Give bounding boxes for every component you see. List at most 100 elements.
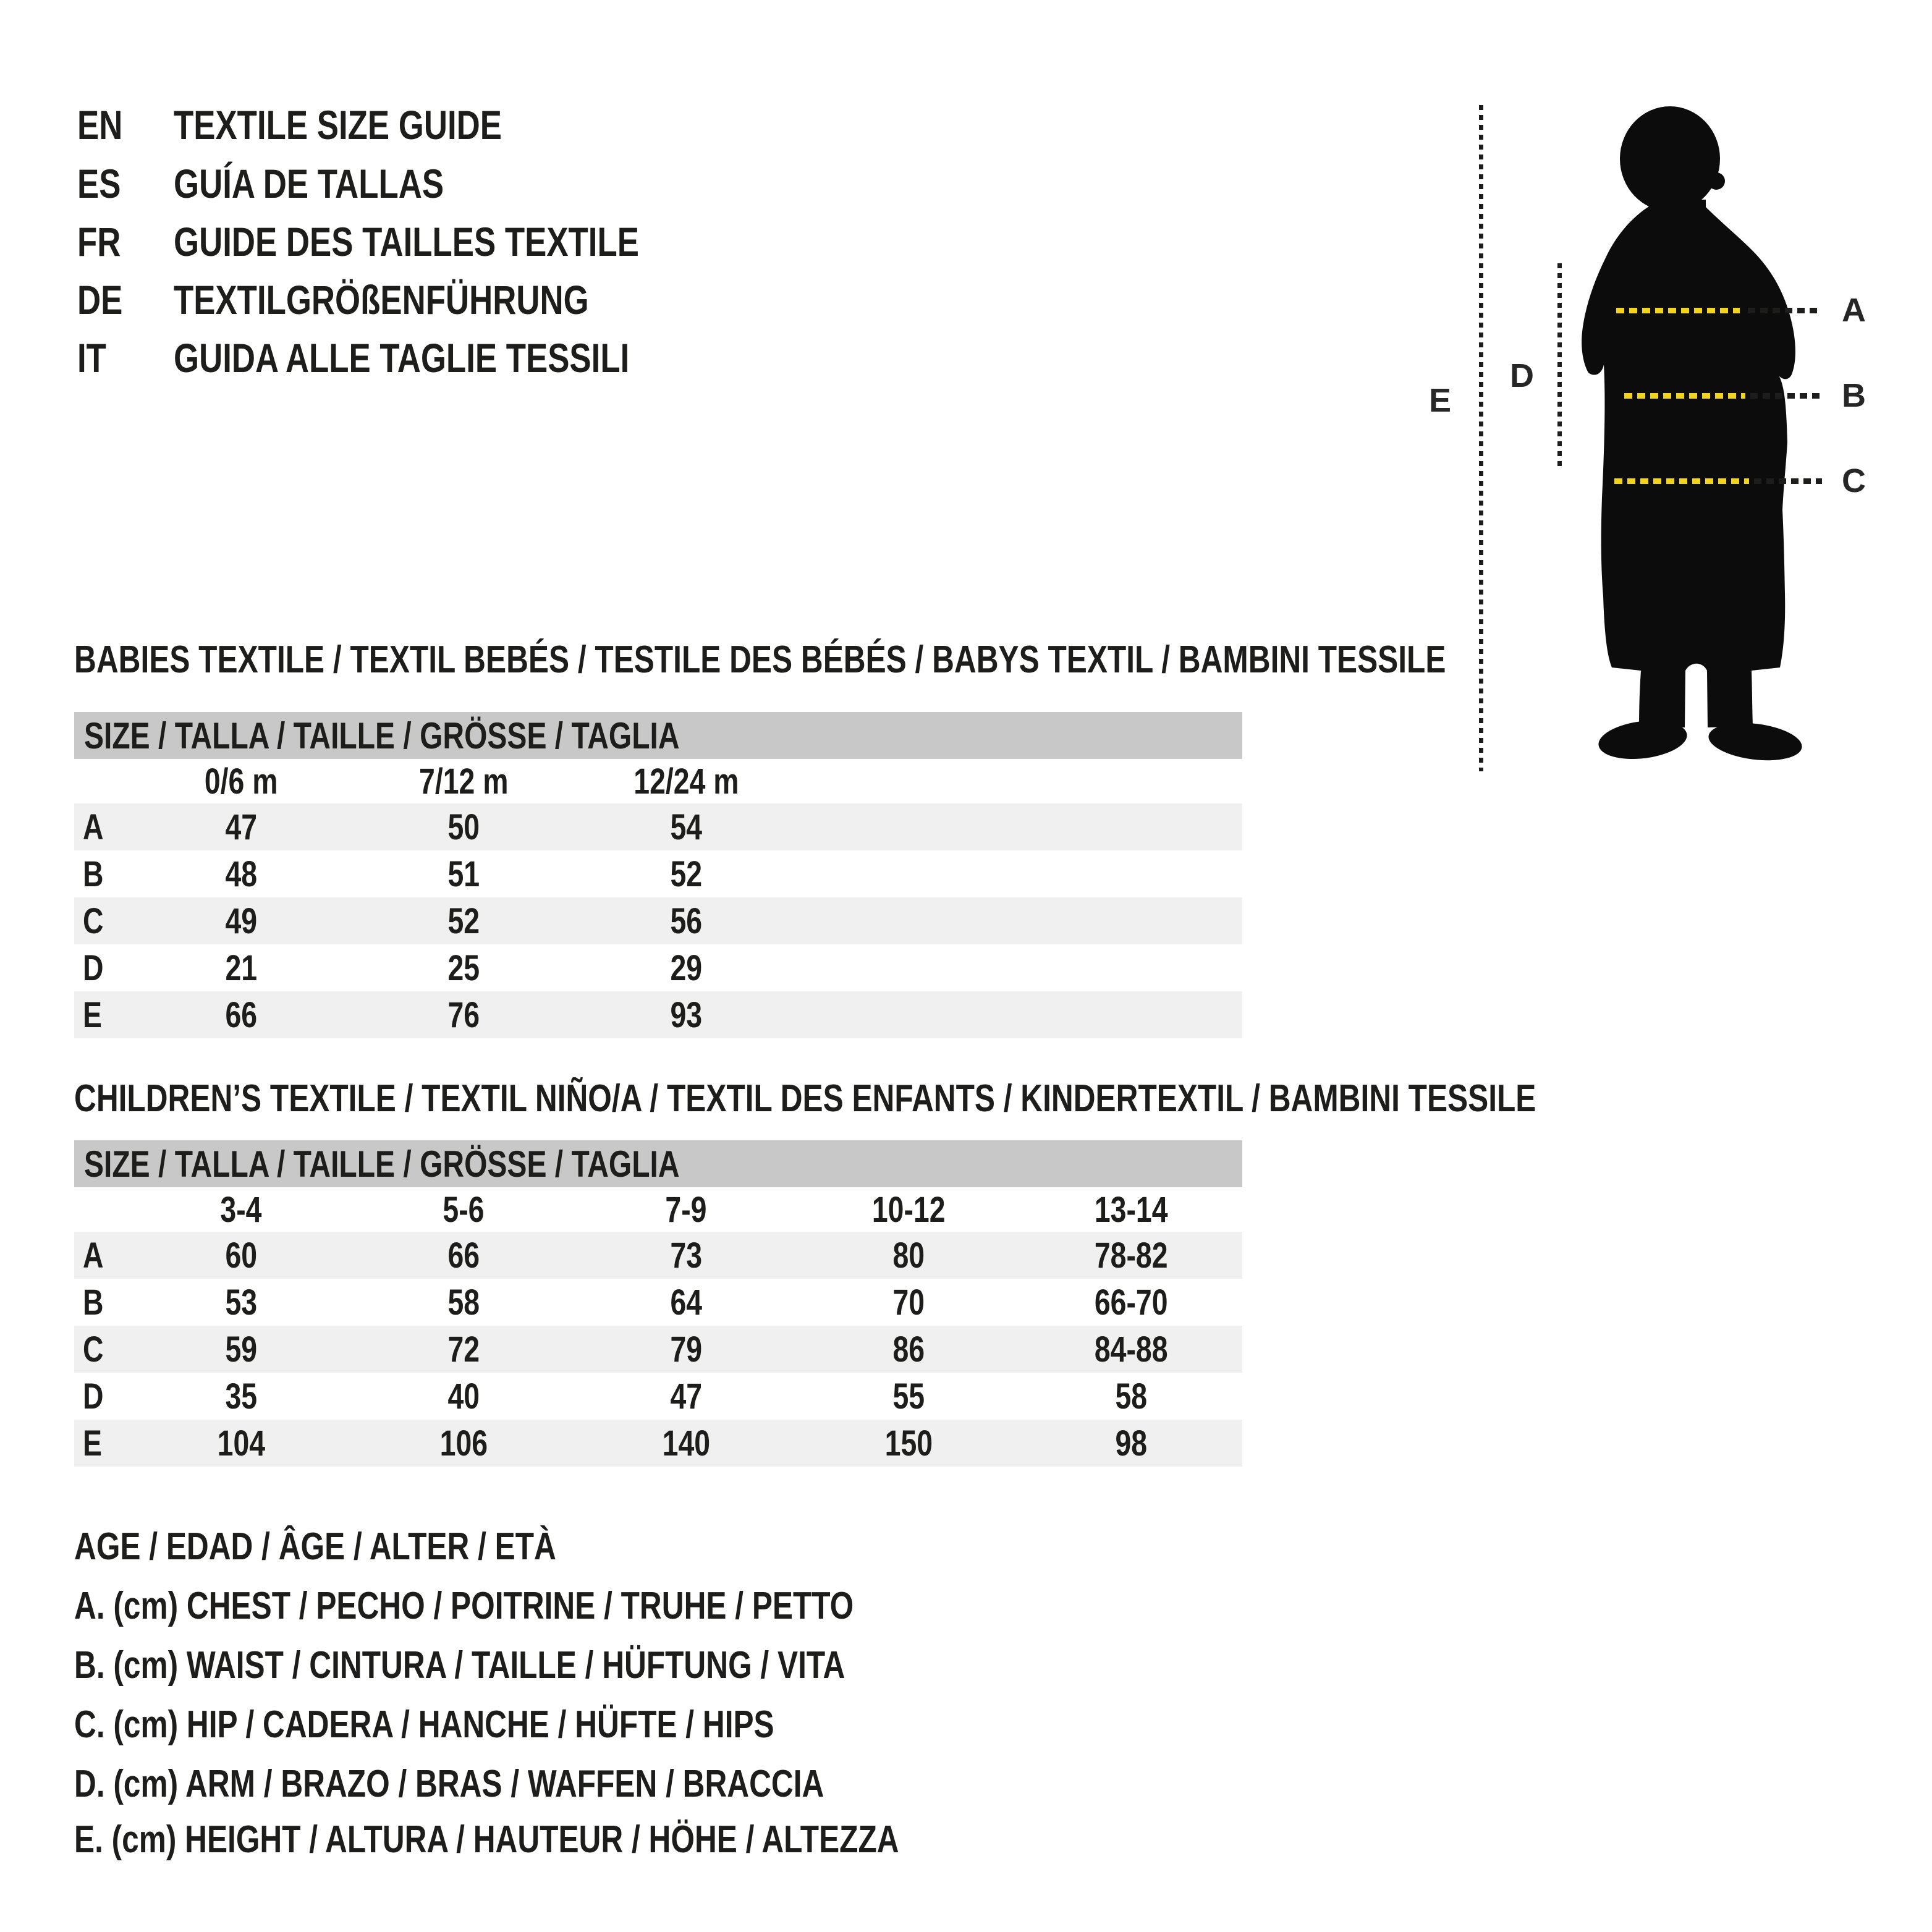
arm-measure-line-D — [1557, 263, 1562, 470]
cell-value: 55 — [892, 1376, 925, 1417]
column-header: 0/6 m — [204, 761, 278, 802]
row-label: D — [83, 1376, 104, 1417]
column-header: 12/24 m — [633, 761, 739, 802]
legend-line-hip: C. (cm) HIP / CADERA / HANCHE / HÜFTE / … — [74, 1706, 949, 1744]
cell-value: 66 — [447, 1235, 480, 1276]
cell-value: 93 — [670, 994, 702, 1035]
cell-value: 29 — [670, 947, 702, 988]
marker-label-chest: A — [1842, 292, 1866, 329]
table-row: D 35 40 47 55 58 — [74, 1373, 1242, 1420]
waist-line-yellow — [1624, 393, 1745, 399]
cell-value: 106 — [439, 1423, 488, 1464]
cell-value: 53 — [225, 1282, 257, 1323]
row-label: E — [83, 994, 102, 1035]
table-row: D 21 25 29 — [74, 944, 1242, 991]
legend-text: E. (cm) HEIGHT / ALTURA / HAUTEUR / HÖHE… — [74, 1818, 899, 1861]
cell-value: 56 — [670, 900, 702, 941]
cell-value: 80 — [892, 1235, 925, 1276]
cell-value: 60 — [225, 1235, 257, 1276]
row-label: B — [83, 1282, 104, 1323]
children-section-caption: CHILDREN’S TEXTILE / TEXTIL NIÑO/A / TEX… — [74, 1079, 1902, 1119]
language-row: IT GUIDA ALLE TAGLIE TESSILI — [0, 329, 1360, 388]
marker-label-hip: C — [1842, 462, 1866, 499]
row-label: C — [83, 1329, 104, 1370]
cell-value: 64 — [670, 1282, 702, 1323]
language-code: IT — [77, 335, 106, 381]
legend-line-chest: A. (cm) CHEST / PECHO / POITRINE / TRUHE… — [74, 1587, 1049, 1625]
children-table-header: SIZE / TALLA / TAILLE / GRÖSSE / TAGLIA — [74, 1140, 1242, 1187]
cell-value: 73 — [670, 1235, 702, 1276]
legend-text: A. (cm) CHEST / PECHO / POITRINE / TRUHE… — [74, 1585, 854, 1627]
language-row: DE TEXTILGRÖßENFÜHRUNG — [0, 271, 1360, 329]
row-label: D — [83, 947, 104, 988]
cell-value: 49 — [225, 900, 257, 941]
cell-value: 50 — [447, 807, 480, 847]
cell-value: 25 — [447, 947, 480, 988]
row-label: A — [83, 1235, 104, 1276]
language-code: ES — [77, 161, 121, 206]
legend-text: C. (cm) HIP / CADERA / HANCHE / HÜFTE / … — [74, 1703, 774, 1746]
language-row: EN TEXTILE SIZE GUIDE — [0, 96, 1360, 155]
cell-value: 150 — [884, 1423, 933, 1464]
chest-line-dark — [1748, 308, 1822, 313]
cell-value: 72 — [447, 1329, 480, 1370]
column-header: 13-14 — [1094, 1189, 1168, 1230]
table-row: C 49 52 56 — [74, 897, 1242, 944]
cell-value: 86 — [892, 1329, 925, 1370]
cell-value: 104 — [217, 1423, 265, 1464]
hip-line-yellow — [1614, 478, 1749, 484]
table-row: B 53 58 64 70 66-70 — [74, 1279, 1242, 1326]
hip-line-dark — [1754, 478, 1822, 484]
children-columns-row: 3-4 5-6 7-9 10-12 13-14 — [74, 1187, 1242, 1232]
waist-line-dark — [1750, 393, 1822, 399]
guide-title: TEXTILGRÖßENFÜHRUNG — [174, 277, 589, 323]
legend-line-age: AGE / EDAD / ÂGE / ALTER / ETÀ — [74, 1528, 677, 1566]
row-label: A — [83, 807, 104, 847]
guide-title: GUÍA DE TALLAS — [174, 161, 444, 206]
table-row: A 60 66 73 80 78-82 — [74, 1232, 1242, 1279]
size-header-text: SIZE / TALLA / TAILLE / GRÖSSE / TAGLIA — [84, 1143, 680, 1185]
table-row: E 104 106 140 150 98 — [74, 1420, 1242, 1467]
babies-caption-text: BABIES TEXTILE / TEXTIL BEBÉS / TESTILE … — [74, 638, 1446, 681]
column-header: 10-12 — [871, 1189, 946, 1230]
babies-section-caption: BABIES TEXTILE / TEXTIL BEBÉS / TESTILE … — [74, 640, 1789, 680]
cell-value: 47 — [670, 1376, 702, 1417]
cell-value: 58 — [447, 1282, 480, 1323]
column-header: 3-4 — [220, 1189, 262, 1230]
cell-value: 21 — [225, 947, 257, 988]
children-caption-text: CHILDREN’S TEXTILE / TEXTIL NIÑO/A / TEX… — [74, 1077, 1536, 1120]
cell-value: 140 — [662, 1423, 710, 1464]
cell-value: 76 — [447, 994, 480, 1035]
babies-columns-row: 0/6 m 7/12 m 12/24 m — [74, 759, 1242, 803]
cell-value: 78-82 — [1094, 1235, 1168, 1276]
cell-value: 47 — [225, 807, 257, 847]
height-measure-line-E — [1479, 105, 1483, 771]
row-label: B — [83, 854, 104, 894]
cell-value: 66-70 — [1094, 1282, 1168, 1323]
marker-label-waist: B — [1842, 377, 1866, 414]
language-row: ES GUÍA DE TALLAS — [0, 155, 1360, 213]
cell-value: 70 — [892, 1282, 925, 1323]
guide-title: GUIDA ALLE TAGLIE TESSILI — [174, 335, 630, 381]
language-code: EN — [77, 102, 123, 148]
language-code: DE — [77, 277, 123, 323]
row-label: C — [83, 900, 104, 941]
legend-line-waist: B. (cm) WAIST / CINTURA / TAILLE / HÜFTU… — [74, 1646, 1038, 1685]
cell-value: 48 — [225, 854, 257, 894]
child-silhouette — [1582, 106, 1802, 761]
legend-text: B. (cm) WAIST / CINTURA / TAILLE / HÜFTU… — [74, 1644, 845, 1687]
cell-value: 59 — [225, 1329, 257, 1370]
table-row: A 47 50 54 — [74, 803, 1242, 850]
cell-value: 98 — [1115, 1423, 1147, 1464]
table-row: B 48 51 52 — [74, 850, 1242, 897]
column-header: 7/12 m — [418, 761, 509, 802]
babies-table-header: SIZE / TALLA / TAILLE / GRÖSSE / TAGLIA — [74, 712, 1242, 759]
column-header: 7-9 — [665, 1189, 707, 1230]
chest-line-yellow — [1616, 308, 1740, 313]
column-header: 5-6 — [443, 1189, 485, 1230]
cell-value: 79 — [670, 1329, 702, 1370]
cell-value: 40 — [447, 1376, 480, 1417]
row-label: E — [83, 1423, 102, 1464]
cell-value: 84-88 — [1094, 1329, 1168, 1370]
